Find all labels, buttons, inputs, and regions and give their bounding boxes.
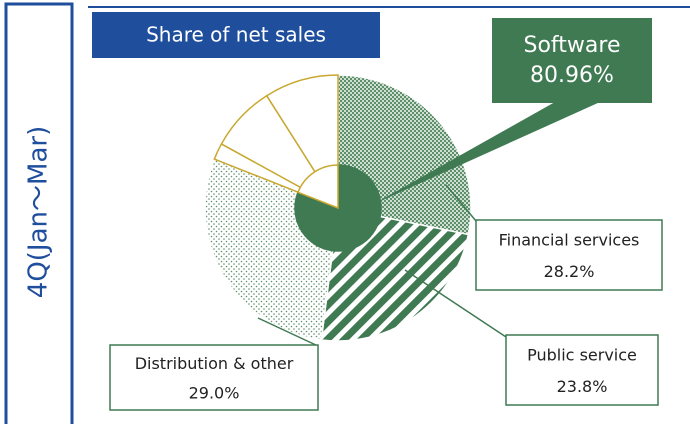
callout-pointer: [372, 102, 600, 205]
label-box: [505, 334, 659, 406]
label-name: Financial services: [499, 231, 640, 250]
label-box: [475, 219, 663, 291]
leader-line: [404, 269, 507, 338]
inner-slice: [297, 164, 339, 210]
label-value: 80.96%: [530, 63, 614, 88]
subtitle: 4Q(Jan～Mar): [24, 126, 54, 298]
label-name: Software: [524, 33, 621, 58]
label-name: Distribution & other: [135, 354, 294, 373]
label-value: 23.8%: [557, 377, 608, 396]
label-box: [109, 344, 319, 411]
side-frame: [4, 2, 74, 424]
labels: Software 80.96% Financial services 28.2% Pub…: [109, 18, 663, 411]
callout-box: [492, 18, 652, 103]
label-value: 29.0%: [189, 383, 240, 402]
pie: [204, 74, 472, 342]
leader-line: [445, 184, 477, 222]
inner-slice: [294, 164, 382, 252]
leader-line: [257, 317, 319, 347]
label-value: 28.2%: [544, 262, 595, 281]
label-name: Public service: [527, 346, 637, 365]
title-box: [92, 12, 380, 58]
chart-title: Share of net sales: [146, 23, 326, 47]
